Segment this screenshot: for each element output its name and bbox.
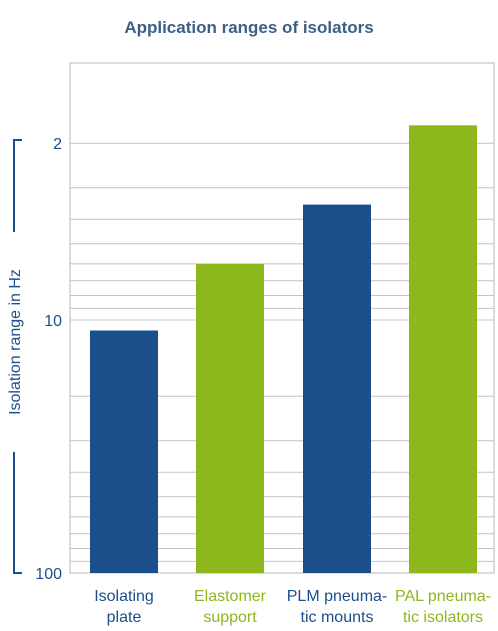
- bar: [409, 125, 477, 574]
- category-label: tic isolators: [403, 609, 483, 626]
- y-tick-label: 10: [44, 313, 62, 330]
- y-axis-label-group: Isolation range in Hz: [6, 139, 24, 574]
- y-tick-label: 100: [35, 566, 62, 583]
- y-axis-label-backdrop: [6, 232, 24, 452]
- y-tick-label: 2: [53, 136, 62, 153]
- category-label: Elastomer: [194, 588, 267, 605]
- category-label: PLM pneuma-: [287, 588, 388, 605]
- x-tick-labels: Isolating plate Elastomer support PLM pneuma…: [94, 588, 491, 626]
- category-label: support: [203, 609, 257, 626]
- category-label: plate: [107, 609, 142, 626]
- chart-title: Application ranges of isolators: [124, 18, 374, 37]
- y-axis-label: Isolation range in Hz: [7, 269, 24, 415]
- bar: [303, 204, 371, 573]
- bar: [90, 330, 158, 573]
- bars-group: [90, 125, 477, 574]
- category-label: tic mounts: [301, 609, 374, 626]
- bar: [196, 263, 264, 573]
- category-label: PAL pneuma-: [395, 588, 491, 605]
- category-label: Isolating: [94, 588, 154, 605]
- plot-frame: [69, 62, 495, 574]
- y-tick-labels: 2 10 100: [35, 136, 62, 583]
